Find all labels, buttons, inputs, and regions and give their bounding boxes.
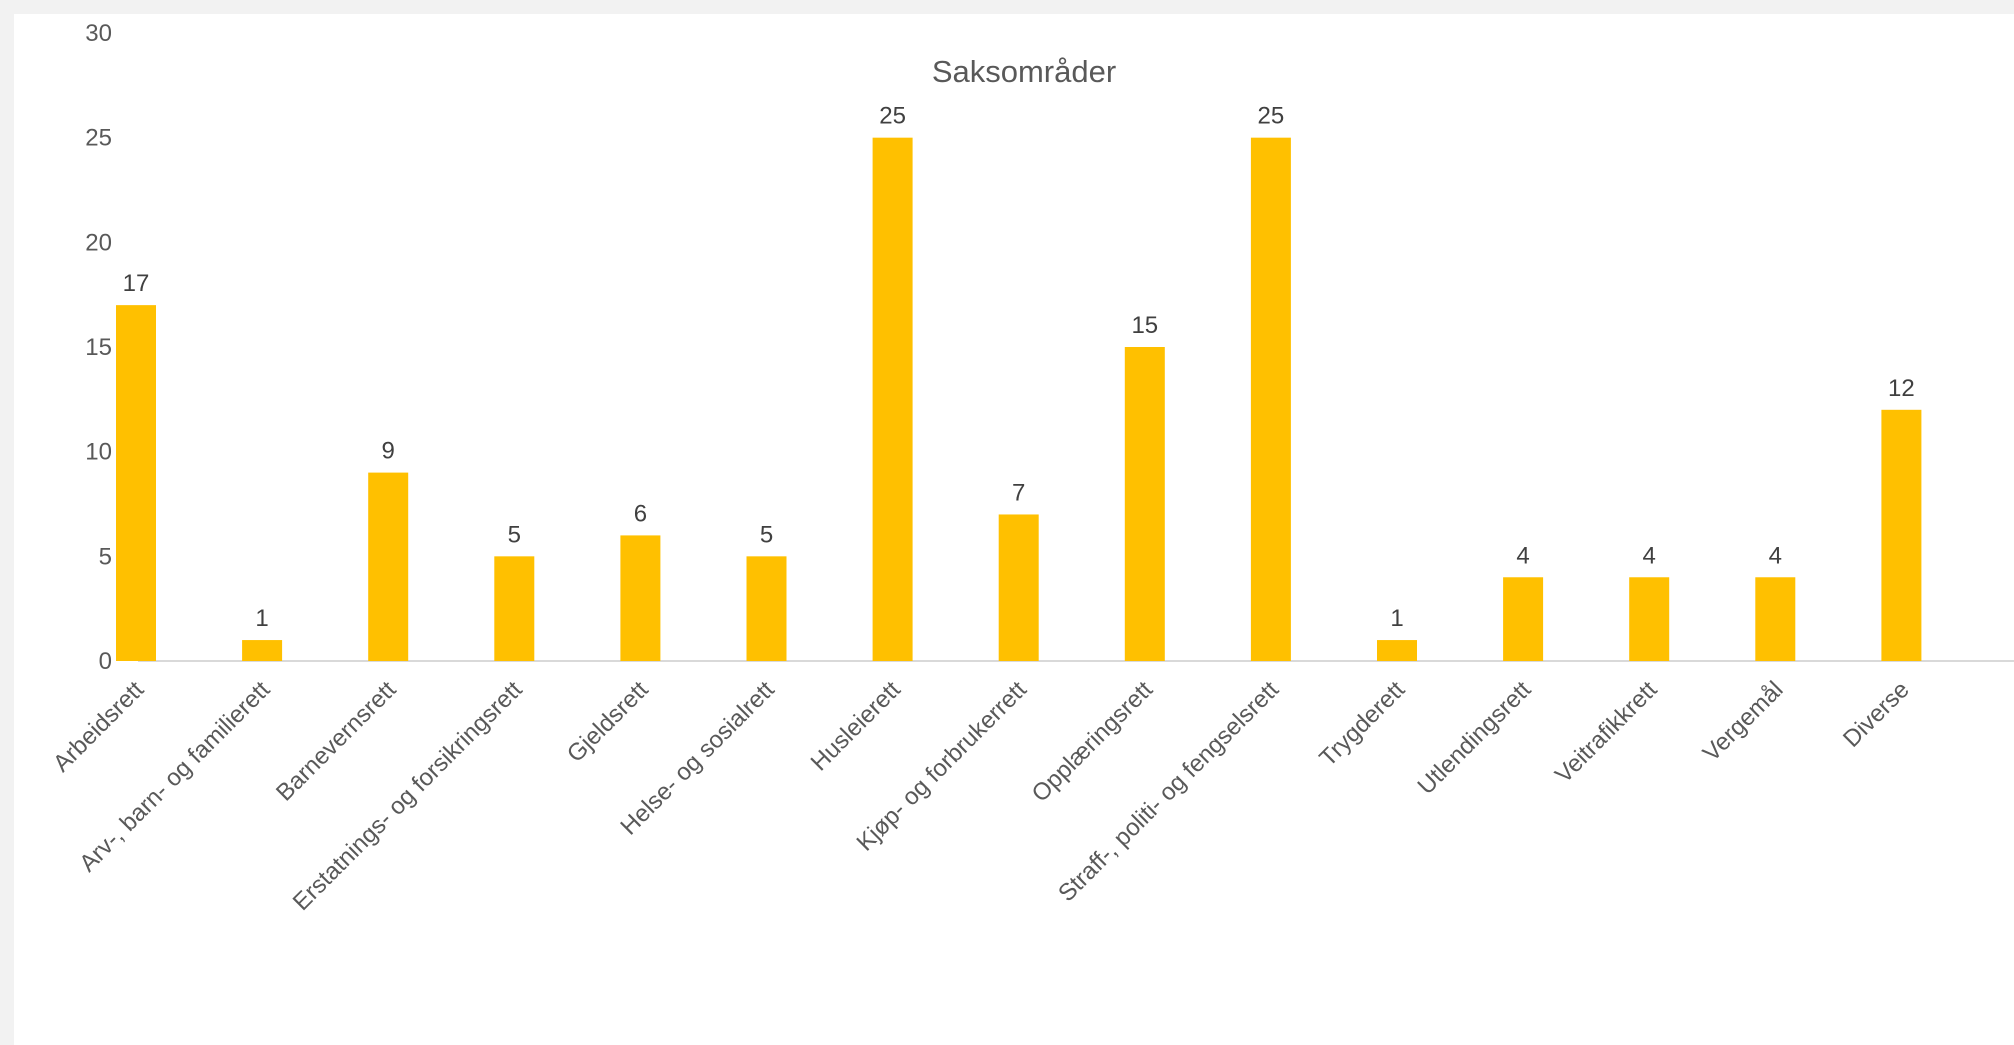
chart-title: Saksområder [932,54,1116,89]
bar [1377,640,1417,661]
x-tick-label: Husleierett [806,676,906,776]
data-label: 5 [508,521,521,548]
x-tick-label: Gjeldsrett [562,676,654,768]
chart-area: Saksområder 0 5 10 15 20 25 30 17 1 9 5 6 5 25 7 15 25 1… [14,14,2014,1045]
bar [242,640,283,661]
data-label: 12 [1888,375,1915,402]
x-tick-label: Trygderett [1314,676,1410,772]
data-labels: 17 1 9 5 6 5 25 7 15 25 1 4 4 4 12 [123,103,1915,632]
data-label: 7 [1012,479,1025,506]
bar [746,556,787,661]
x-tick-label: Veitrafikkrett [1550,676,1663,789]
y-tick-label: 20 [85,229,112,256]
y-tick-label: 0 [99,648,112,675]
data-label: 17 [123,270,150,297]
x-tick-label: Barnevernsrett [271,676,402,807]
data-label: 6 [634,500,647,527]
x-tick-label: Opplæringsrett [1027,676,1159,808]
data-label: 5 [760,521,773,548]
data-label: 1 [255,605,268,632]
y-axis-ticks: 0 5 10 15 20 25 30 [85,20,112,675]
bar [368,472,409,661]
y-tick-label: 25 [85,125,112,152]
x-tick-label: Utlendingsrett [1413,676,1537,800]
data-label: 25 [879,103,906,130]
bars [116,137,1922,662]
bar [1503,577,1544,661]
bar [1881,409,1922,661]
x-tick-label: Erstatnings- og forsikringsrett [288,676,528,916]
bar [620,535,661,661]
bar [494,556,535,661]
bar [116,305,156,661]
data-label: 9 [382,438,395,465]
x-tick-label: Straff-, politi- og fengselsrett [1053,676,1284,907]
y-tick-label: 30 [85,20,112,47]
bar [998,514,1039,661]
data-label: 4 [1643,542,1656,569]
x-tick-label: Vergemål [1698,676,1789,767]
bar [1250,137,1291,662]
bar [1124,347,1165,661]
data-label: 4 [1516,542,1529,569]
y-tick-label: 5 [99,543,112,570]
x-tick-label: Diverse [1838,676,1915,753]
x-tick-label: Arbeidsrett [48,676,149,777]
data-label: 4 [1769,542,1782,569]
bar [1629,577,1670,661]
y-tick-label: 15 [85,334,112,361]
y-tick-label: 10 [85,439,112,466]
bar [872,137,913,662]
data-label: 1 [1390,605,1403,632]
data-label: 25 [1258,103,1285,130]
data-label: 15 [1131,312,1158,339]
bar [1755,577,1796,661]
